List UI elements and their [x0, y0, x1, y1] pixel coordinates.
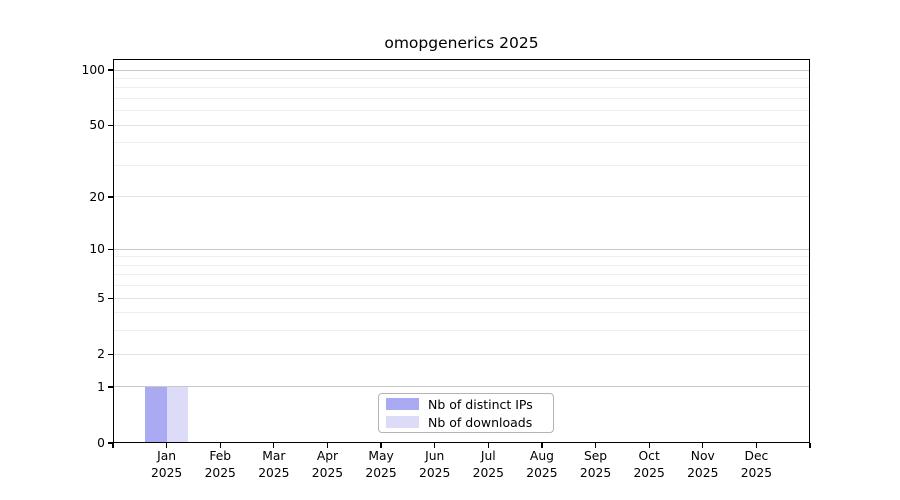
y-tick-0 — [107, 442, 113, 444]
axis-ticks: 0 1 2 5 10 20 50 100 Jan 2025 Feb 2025 Mar 2025 Apr… — [82, 59, 811, 480]
y-tick-label-100: 100 — [81, 63, 105, 77]
gridline-y-5 — [113, 297, 810, 299]
y-tick-10 — [107, 248, 113, 250]
gridline-y-60 — [113, 110, 810, 112]
y-tick-20 — [107, 196, 113, 198]
x-tick-12 — [755, 443, 758, 448]
gridline-y-4 — [113, 312, 810, 314]
y-tick-1 — [107, 386, 113, 388]
gridline-y-20 — [113, 196, 810, 198]
gridline-y-90 — [113, 77, 810, 79]
x-tick-label-nov: Nov 2025 — [687, 449, 719, 480]
legend-swatch-downloads — [386, 416, 419, 428]
x-tick-3 — [273, 443, 275, 448]
x-tick-5 — [380, 443, 382, 448]
x-tick-8 — [541, 443, 543, 448]
x-tick-1 — [165, 443, 168, 448]
x-tick-11 — [702, 443, 704, 448]
gridline-y-7 — [113, 274, 810, 276]
x-tick-label-sep: Sep 2025 — [579, 449, 612, 480]
x-tick-label-mar: Mar 2025 — [258, 449, 290, 480]
x-tick-label-may: May 2025 — [365, 449, 397, 480]
y-tick-5 — [107, 297, 113, 299]
x-tick-7 — [487, 443, 489, 448]
gridline-y-6 — [113, 285, 810, 287]
chart-title: omopgenerics 2025 — [384, 34, 539, 52]
gridline-y-70 — [113, 97, 810, 99]
x-tick-9 — [594, 443, 597, 448]
y-tick-label-10: 10 — [89, 242, 105, 257]
y-tick-label-50: 50 — [89, 118, 105, 133]
x-tick-10 — [648, 443, 650, 448]
gridline-y-80 — [113, 87, 810, 89]
x-tick-label-feb: Feb 2025 — [204, 449, 236, 480]
x-tick-13 — [809, 443, 811, 448]
gridline-y-100 — [113, 69, 810, 71]
x-tick-6 — [434, 443, 436, 448]
gridline-y-30 — [113, 164, 810, 166]
x-tick-label-apr: Apr 2025 — [311, 449, 344, 480]
gridline-y-1 — [113, 386, 810, 388]
bars-layer — [113, 59, 810, 443]
x-tick-label-oct: Oct 2025 — [633, 449, 665, 480]
gridline-y-50 — [113, 124, 810, 126]
y-tick-100 — [107, 69, 113, 71]
legend-label-downloads: Nb of downloads — [428, 414, 533, 430]
y-tick-label-5: 5 — [97, 291, 105, 306]
legend: Nb of distinct IPs Nb of downloads — [378, 393, 554, 433]
bar-downloads-jan — [166, 386, 189, 443]
x-tick-label-jun: Jun 2025 — [419, 449, 451, 480]
gridlines — [113, 59, 810, 443]
x-tick-label-jul: Jul 2025 — [472, 449, 504, 480]
legend-item-downloads: Nb of downloads — [386, 415, 546, 430]
plot-area: 0 1 2 5 10 20 50 100 Jan 2025 Feb 2025 Mar 2025 Apr… — [82, 59, 811, 480]
gridline-y-10 — [113, 248, 810, 250]
y-tick-label-1: 1 — [97, 379, 105, 394]
x-tick-0 — [112, 443, 114, 448]
legend-swatch-distinct-ips — [386, 398, 419, 410]
gridline-y-8 — [113, 264, 810, 266]
y-tick-2 — [107, 353, 113, 355]
gridline-y-3 — [113, 330, 810, 332]
x-tick-2 — [219, 443, 221, 448]
x-tick-4 — [326, 443, 329, 448]
bar-distinct-ips-jan — [145, 386, 167, 443]
x-tick-label-dec: Dec 2025 — [740, 449, 773, 480]
x-tick-label-aug: Aug 2025 — [526, 449, 558, 480]
y-tick-label-0: 0 — [97, 436, 105, 450]
gridline-y-40 — [113, 142, 810, 144]
y-tick-label-2: 2 — [97, 347, 105, 362]
legend-item-distinct-ips: Nb of distinct IPs — [386, 397, 546, 412]
x-tick-label-jan: Jan 2025 — [150, 449, 183, 480]
gridline-y-2 — [113, 353, 810, 355]
gridline-y-9 — [113, 256, 810, 258]
legend-label-distinct-ips: Nb of distinct IPs — [428, 396, 533, 412]
y-tick-50 — [107, 124, 113, 126]
y-tick-label-20: 20 — [89, 189, 105, 204]
